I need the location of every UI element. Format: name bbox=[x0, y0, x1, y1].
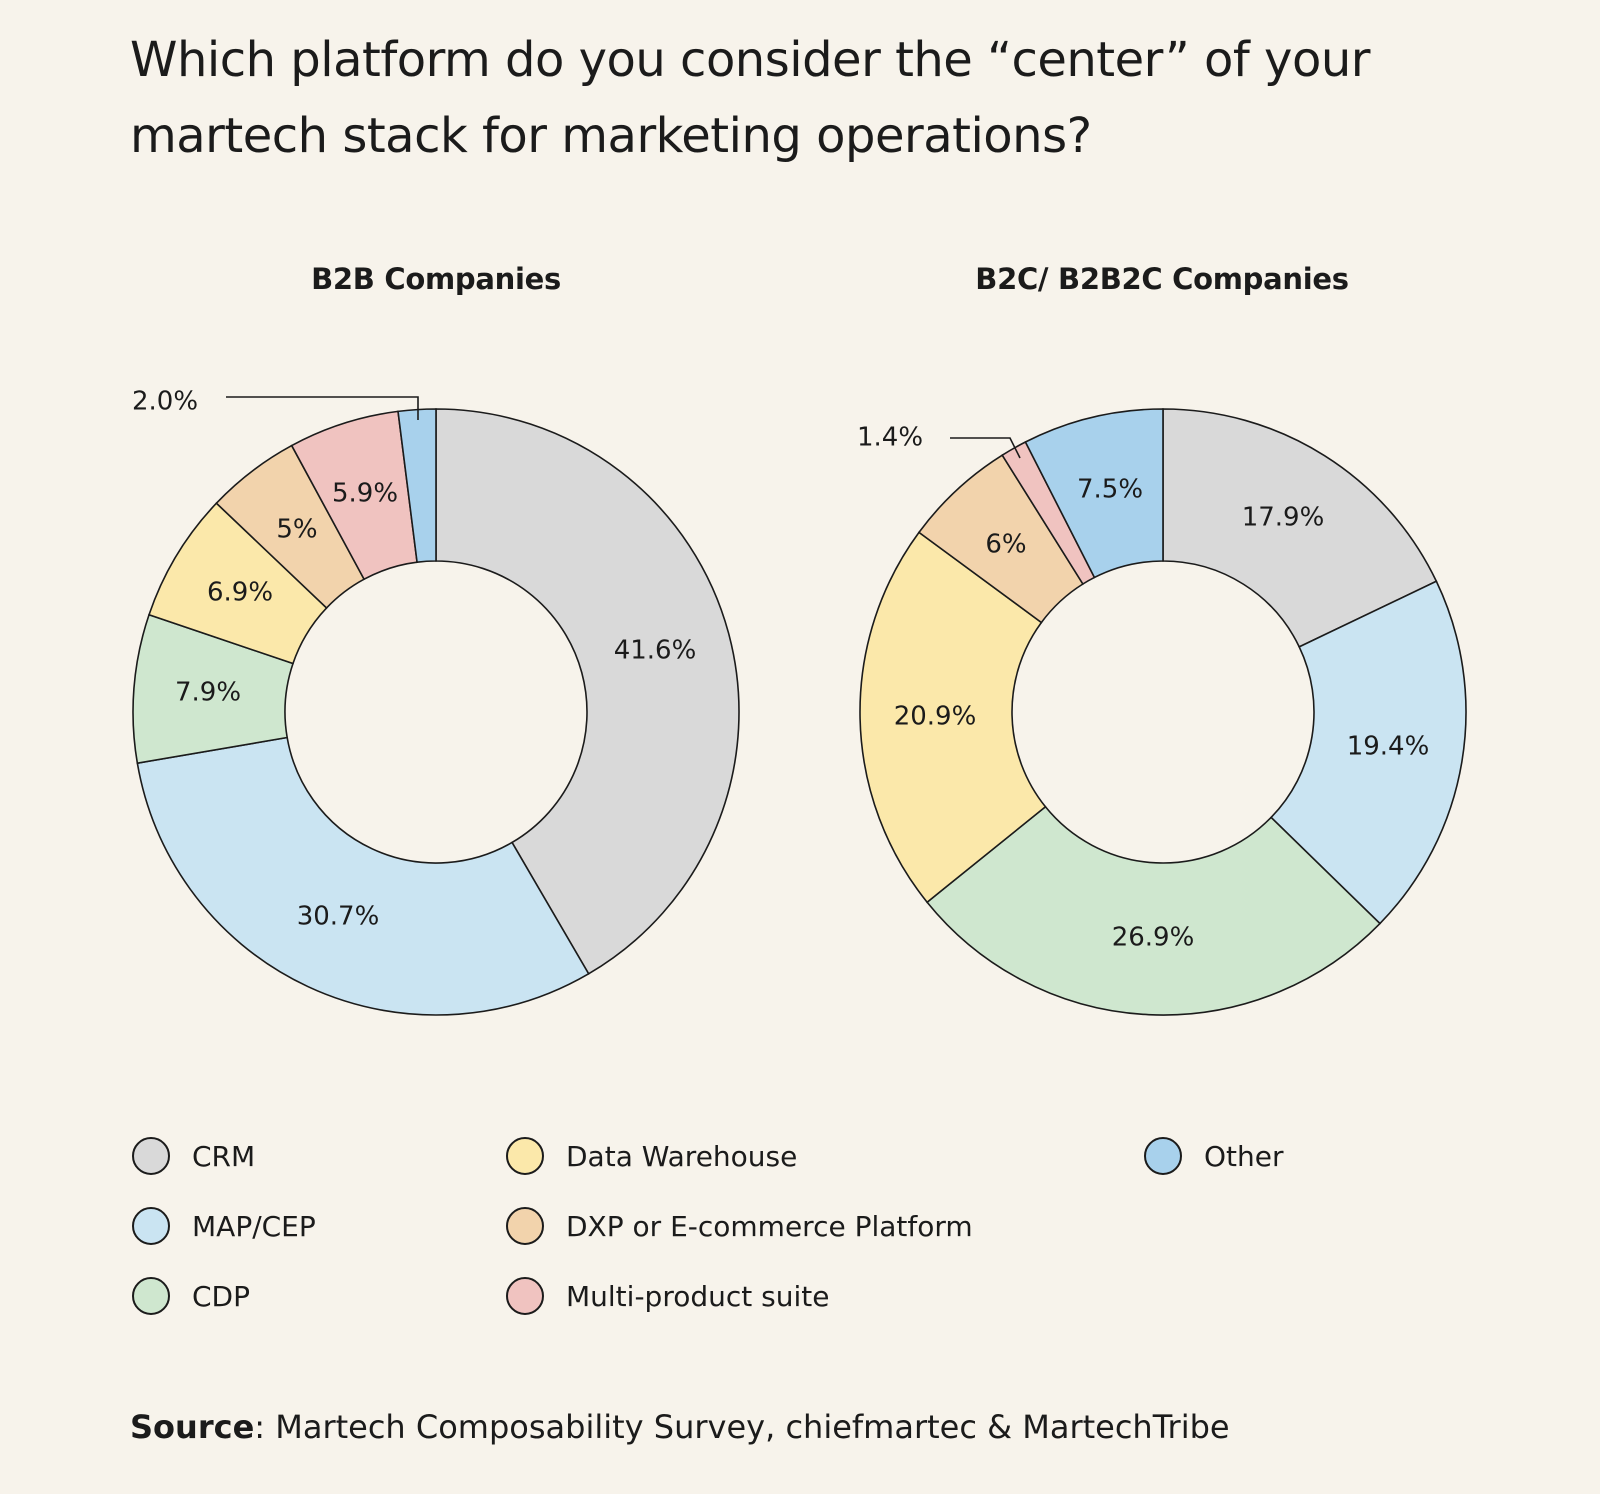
legend-swatch-other bbox=[1144, 1137, 1182, 1175]
b2c-donut-chart: 17.9% 19.4% 26.9% 20.9% 6% 1.4% 7.5% bbox=[857, 408, 1467, 1016]
callout-leader-line bbox=[226, 396, 419, 420]
legend-label-cdp: CDP bbox=[192, 1279, 250, 1313]
legend-item-data-warehouse: Data Warehouse bbox=[506, 1134, 797, 1178]
source-note: Source: Martech Composability Survey, ch… bbox=[130, 1408, 1230, 1446]
legend-swatch-data-warehouse bbox=[506, 1137, 544, 1175]
legend-label-other: Other bbox=[1204, 1139, 1284, 1173]
source-text: : Martech Composability Survey, chiefmar… bbox=[254, 1408, 1230, 1446]
data-label-cdp: 26.9% bbox=[1112, 923, 1195, 953]
data-label-other: 7.5% bbox=[1077, 475, 1143, 505]
legend-label-data-warehouse: Data Warehouse bbox=[566, 1139, 798, 1173]
donut-segment-cdp bbox=[926, 805, 1382, 1016]
legend-swatch-dxp bbox=[506, 1207, 544, 1245]
legend-label-crm: CRM bbox=[192, 1139, 256, 1173]
donut-segment-other bbox=[397, 408, 437, 564]
legend-item-other: Other bbox=[1144, 1134, 1284, 1178]
legend-item-dxp: DXP or E-commerce Platform bbox=[506, 1204, 973, 1248]
data-label-dxp-or-e-commerce-platform: 5% bbox=[276, 515, 317, 545]
legend-swatch-multi-product-suite bbox=[506, 1277, 544, 1315]
legend-item-crm: CRM bbox=[132, 1134, 255, 1178]
data-label-crm: 41.6% bbox=[614, 636, 697, 666]
data-label-map-cep: 30.7% bbox=[297, 902, 380, 932]
b2b-chart-title: B2B Companies bbox=[311, 262, 561, 296]
legend-item-map-cep: MAP/CEP bbox=[132, 1204, 316, 1248]
data-label-cdp: 7.9% bbox=[175, 678, 241, 708]
data-label-dxp-or-e-commerce-platform: 6% bbox=[985, 530, 1026, 560]
data-label-multi-product-suite: 1.4% bbox=[857, 423, 923, 453]
data-label-crm: 17.9% bbox=[1242, 503, 1325, 533]
donut-segment-crm bbox=[435, 408, 740, 975]
data-label-multi-product-suite: 5.9% bbox=[332, 479, 398, 509]
legend-label-multi-product-suite: Multi-product suite bbox=[566, 1279, 830, 1313]
donut-segment-other bbox=[1024, 408, 1164, 579]
data-label-map-cep: 19.4% bbox=[1347, 732, 1430, 762]
data-label-other: 2.0% bbox=[132, 387, 198, 417]
donut-segment-map-cep bbox=[136, 736, 590, 1016]
legend-label-dxp: DXP or E-commerce Platform bbox=[566, 1209, 973, 1243]
legend-item-cdp: CDP bbox=[132, 1274, 250, 1318]
legend-swatch-crm bbox=[132, 1137, 170, 1175]
chart-title: Which platform do you consider the “cent… bbox=[130, 32, 1370, 164]
legend-swatch-map-cep bbox=[132, 1207, 170, 1245]
legend-swatch-cdp bbox=[132, 1277, 170, 1315]
legend-item-multi-product-suite: Multi-product suite bbox=[506, 1274, 829, 1318]
legend-label-map-cep: MAP/CEP bbox=[192, 1209, 316, 1243]
callout-leader-line bbox=[950, 437, 1021, 459]
data-label-data-warehouse: 20.9% bbox=[894, 702, 977, 732]
donut-segment-crm bbox=[1162, 408, 1438, 648]
data-label-data-warehouse: 6.9% bbox=[207, 578, 273, 608]
b2c-chart-title: B2C/ B2B2C Companies bbox=[975, 262, 1349, 296]
donut-segment-data-warehouse bbox=[859, 531, 1047, 904]
donut-segment-map-cep bbox=[1269, 580, 1467, 925]
source-label: Source bbox=[130, 1408, 255, 1446]
b2b-donut-chart: 41.6% 30.7% 7.9% 6.9% 5% 5.9% 2.0% bbox=[132, 387, 740, 1016]
